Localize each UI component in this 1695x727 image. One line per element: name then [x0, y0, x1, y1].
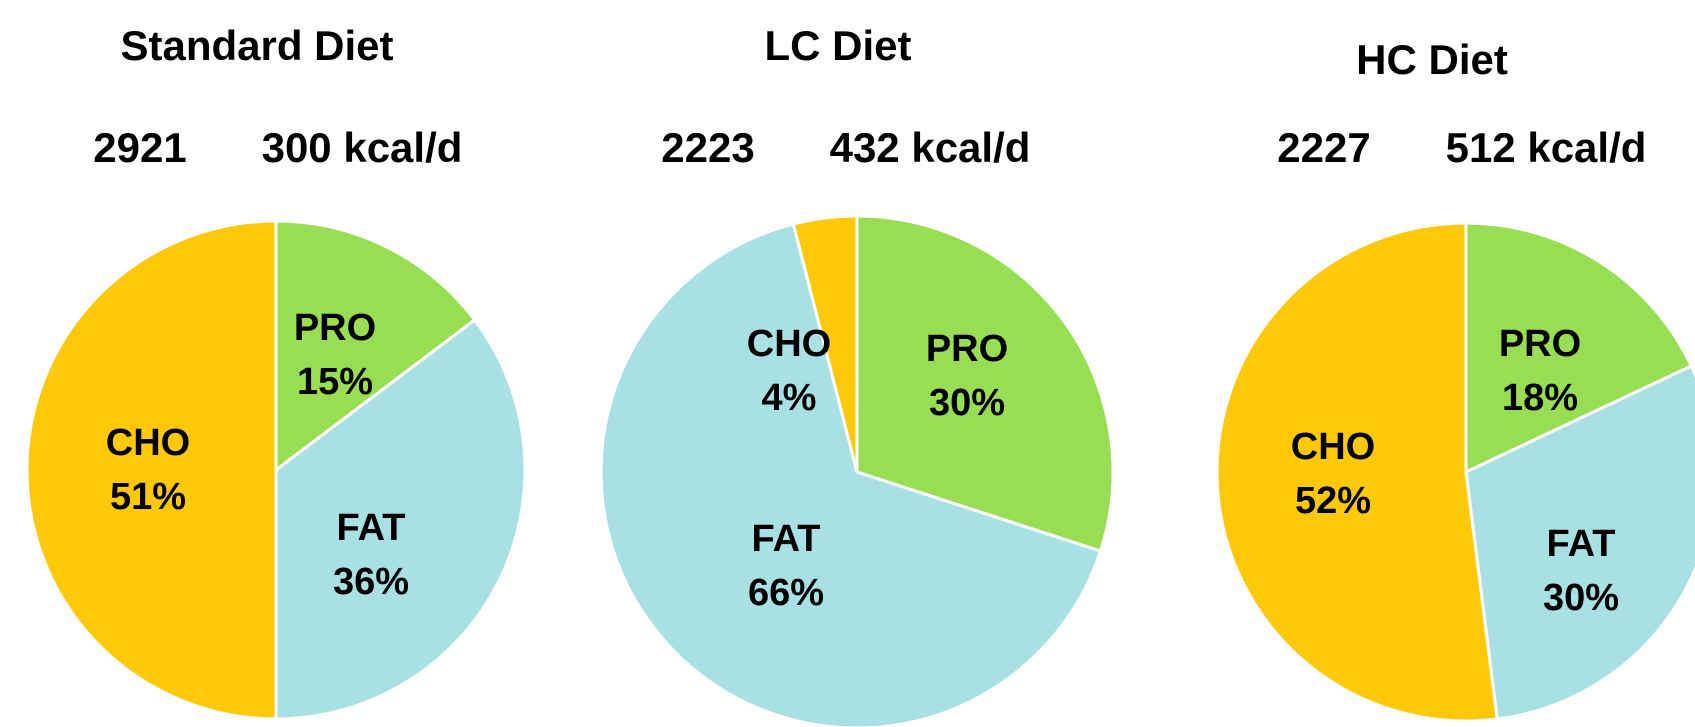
slice-value-label: 66% — [748, 572, 824, 614]
pie-slice — [274, 219, 477, 474]
slice-category: CHO — [1291, 426, 1375, 468]
slice-category: FAT — [337, 507, 406, 549]
pie-slice — [274, 317, 527, 721]
pie-slice — [25, 219, 278, 721]
slice-category: FAT — [1547, 523, 1616, 565]
slice-category: FAT — [752, 518, 821, 560]
pie-slice — [1215, 221, 1499, 723]
slice-value-label: 30% — [1543, 577, 1619, 619]
slice-value-label: 36% — [333, 561, 409, 603]
chart-title: HC Diet — [1356, 36, 1508, 83]
annotation: 512 kcal/d — [1446, 124, 1647, 171]
annotation: 432 kcal/d — [830, 124, 1031, 171]
annotation: 2223 — [661, 124, 754, 171]
slice-value-label: 4% — [762, 377, 817, 419]
pie-slice — [599, 222, 1103, 727]
chart-title: LC Diet — [765, 22, 912, 69]
pie-slice — [791, 214, 859, 473]
slice-category: PRO — [1499, 323, 1581, 365]
pie-slice — [855, 214, 1115, 553]
slice-value-label: 52% — [1295, 480, 1371, 522]
slice-category: CHO — [106, 422, 190, 464]
annotation: 2227 — [1277, 124, 1370, 171]
slice-value-label: 18% — [1502, 377, 1578, 419]
slice-category: PRO — [926, 328, 1008, 370]
pie-slice — [1464, 363, 1695, 721]
slice-value-label: 15% — [297, 361, 373, 403]
chart-title: Standard Diet — [120, 22, 393, 69]
slice-category: PRO — [294, 307, 376, 349]
annotation: 2921 — [93, 124, 186, 171]
slice-value-label: 51% — [110, 476, 186, 518]
pie-slice — [1464, 221, 1694, 475]
slice-category: CHO — [747, 323, 831, 365]
slice-value-label: 30% — [929, 382, 1005, 424]
annotation: 300 kcal/d — [262, 124, 463, 171]
